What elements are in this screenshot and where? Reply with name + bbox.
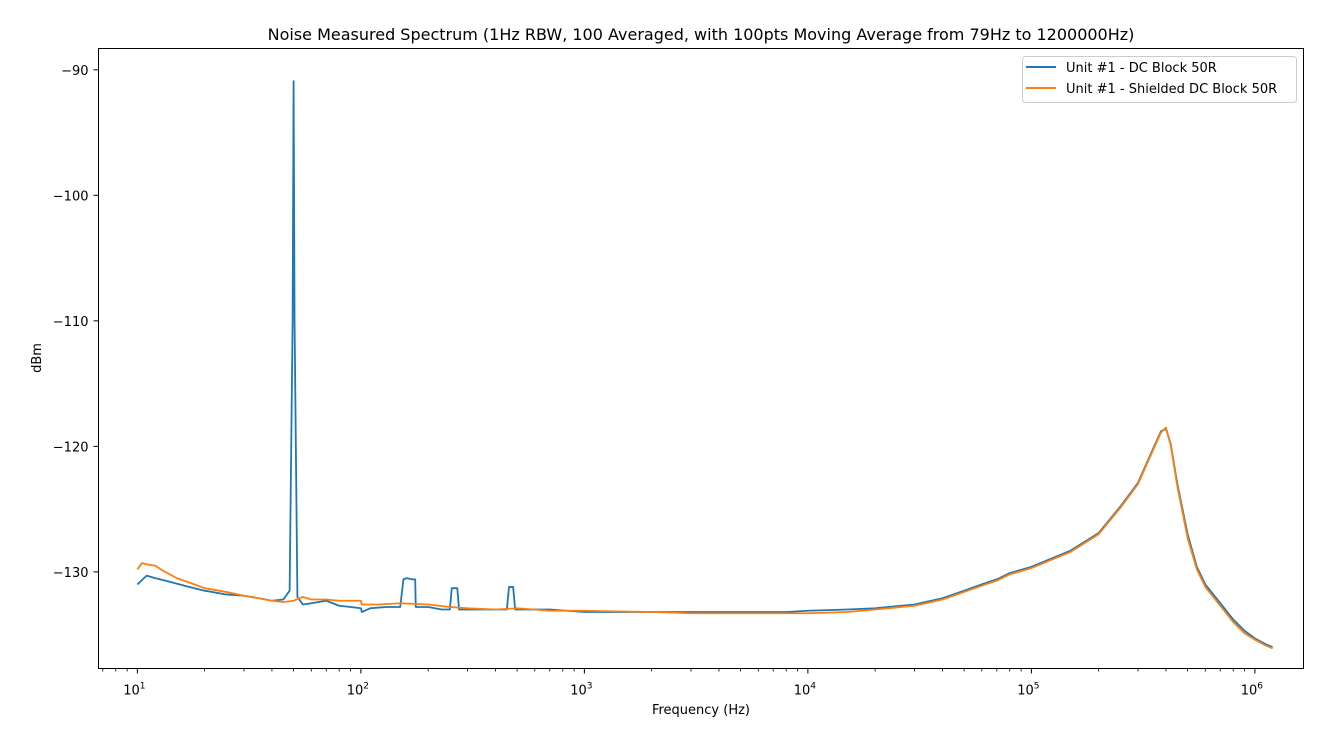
legend-label-dc-block: Unit #1 - DC Block 50R xyxy=(1066,61,1217,76)
x-axis: 101 102 103 104 105 106 xyxy=(102,668,1264,699)
plot-area-frame xyxy=(98,48,1304,669)
x-tick-label: 101 xyxy=(123,682,145,699)
y-tick-label: −90 xyxy=(61,64,88,79)
y-tick-label: −100 xyxy=(53,189,89,204)
x-tick-label: 102 xyxy=(347,682,369,699)
series-line-1 xyxy=(136,426,1273,650)
chart-title: Noise Measured Spectrum (1Hz RBW, 100 Av… xyxy=(268,25,1135,44)
x-tick-label: 105 xyxy=(1017,682,1039,699)
x-tick-label: 103 xyxy=(570,682,592,699)
x-tick-label: 104 xyxy=(794,682,817,699)
y-tick-label: −130 xyxy=(53,566,89,581)
y-axis-label: dBm xyxy=(30,343,45,373)
series-layer xyxy=(136,80,1273,650)
legend-label-shielded-dc-block: Unit #1 - Shielded DC Block 50R xyxy=(1066,82,1277,97)
y-tick-label: −120 xyxy=(53,440,89,455)
y-tick-label: −110 xyxy=(53,315,89,330)
legend-box xyxy=(1022,56,1297,103)
x-axis-label: Frequency (Hz) xyxy=(652,703,750,718)
x-tick-label: 106 xyxy=(1241,682,1264,699)
legend: Unit #1 - DC Block 50R Unit #1 - Shielde… xyxy=(1022,56,1297,103)
y-axis: −90 −100 −110 −120 −130 xyxy=(53,64,99,581)
